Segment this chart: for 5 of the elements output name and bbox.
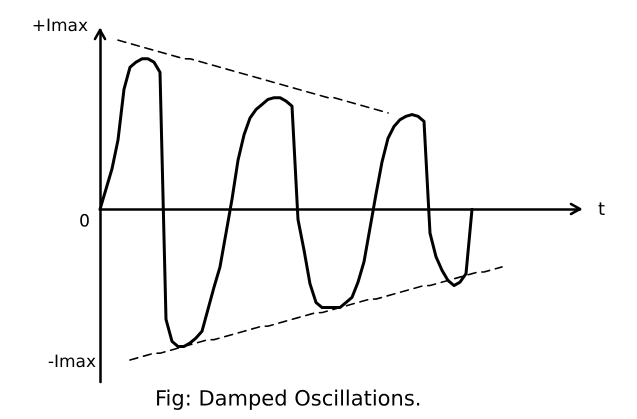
x-axis-title: t: [598, 198, 606, 220]
text: Fig: Damped Oscillations.: [155, 386, 422, 410]
text: +Imax: [32, 16, 88, 36]
text: 0: [79, 211, 90, 232]
text: -Imax: [48, 352, 96, 372]
